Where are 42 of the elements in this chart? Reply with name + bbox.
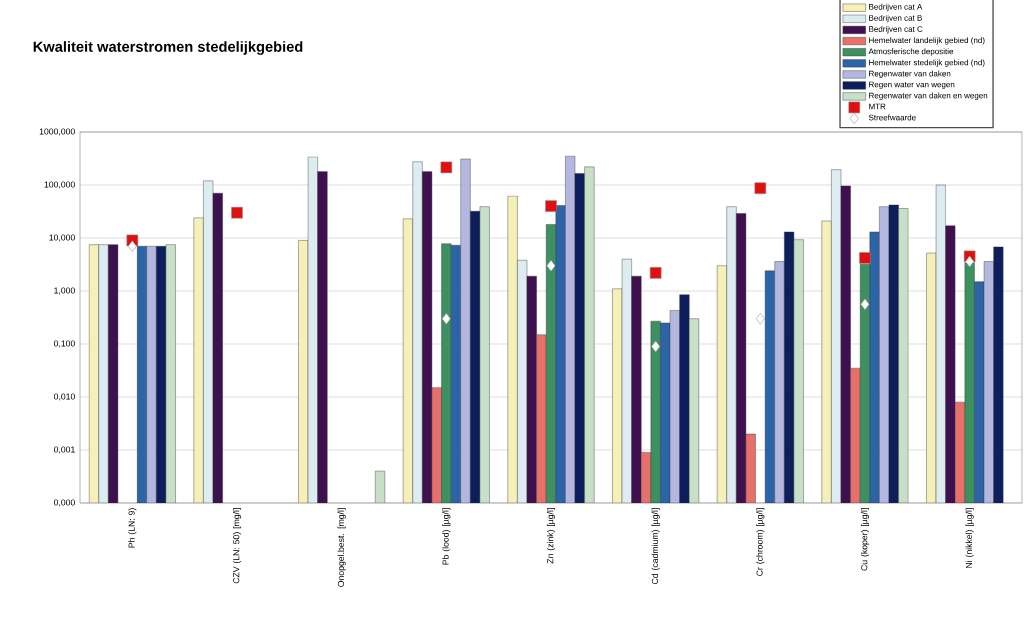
y-tick-label: 0,001 <box>53 446 75 454</box>
point <box>651 340 661 353</box>
x-tick-label: CZV (LN: 50) [mg/l] <box>232 508 242 584</box>
point <box>859 252 871 264</box>
x-tick-label: Ni (nikkel) [µg/l] <box>965 508 974 568</box>
x-tick-label: Cr (chroom) [µg/l] <box>756 508 765 576</box>
point <box>231 206 243 219</box>
x-tick-label: Cd (cadmium) [µg/l] <box>651 508 660 585</box>
y-tick-label: 1000,000 <box>39 128 75 136</box>
legend-label: Atmosferische depositie <box>868 48 954 56</box>
y-tick-label: 100,000 <box>44 181 75 189</box>
point <box>441 312 451 325</box>
legend-label: Hemelwater stedelijk gebied (nd) <box>869 59 985 67</box>
point <box>965 255 975 268</box>
legend-label: Hemelwater landelijk gebied (nd) <box>869 37 985 45</box>
y-tick-label: 0,010 <box>53 393 75 401</box>
legend-label: Streefwaarde <box>868 114 916 121</box>
chart-title: Kwaliteit waterstromen stedelijkgebied <box>33 41 303 55</box>
point <box>754 182 767 194</box>
legend-label: Regenwater van daken en wegen <box>869 92 988 100</box>
point <box>860 298 870 311</box>
point <box>546 259 556 272</box>
point <box>127 240 137 252</box>
x-tick-label: Onopgel.best. [mg/l] <box>337 508 346 587</box>
legend-label: Regenwater van daken <box>869 70 951 79</box>
legend-label: Regen water van wegen <box>869 81 955 89</box>
legend-label: Bedrijven cat C <box>869 26 923 34</box>
x-tick-label: Ph (LN: 9) <box>128 508 137 548</box>
y-tick-label: 0,100 <box>53 340 75 348</box>
y-tick-label: 10,000 <box>49 234 75 242</box>
point <box>440 161 453 174</box>
y-tick-label: 0,000 <box>53 499 75 507</box>
legend-label: Bedrijven cat A <box>869 3 923 12</box>
legend-label: MTR <box>869 103 886 110</box>
legend-label: Bedrijven cat B <box>869 14 922 23</box>
x-tick-label: Pb (lood) [µg/l] <box>442 508 451 565</box>
point <box>545 200 557 212</box>
x-tick-label: Zn (zink) [µg/l] <box>546 508 556 564</box>
point <box>649 267 662 279</box>
y-tick-label: 1,000 <box>54 287 75 295</box>
x-tick-label: Cu (koper) [µg/l] <box>860 508 870 571</box>
point <box>755 312 765 325</box>
